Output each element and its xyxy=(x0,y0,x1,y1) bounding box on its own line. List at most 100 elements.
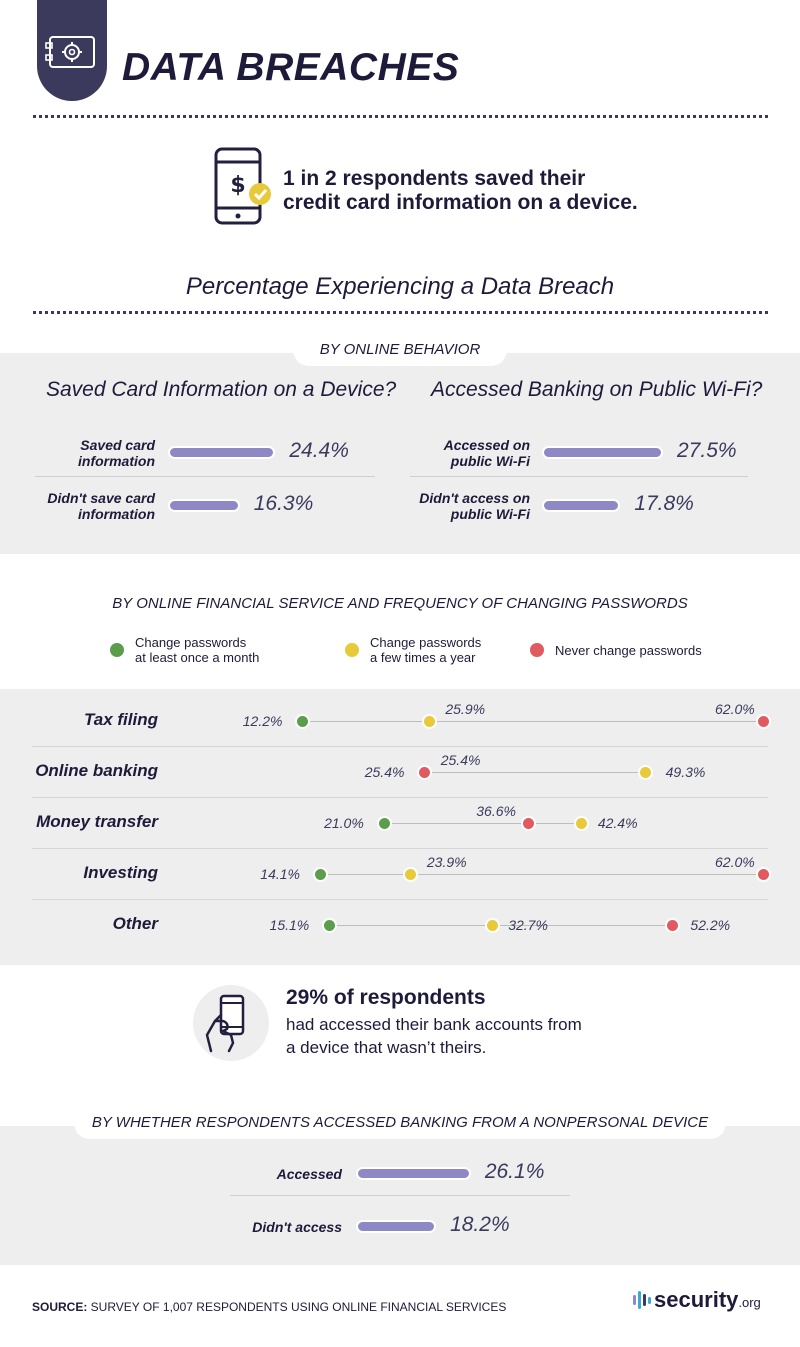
row-separator xyxy=(32,746,768,747)
bar-label-line: information xyxy=(78,506,155,522)
bar xyxy=(542,499,621,512)
data-point-label: 49.3% xyxy=(665,764,706,780)
source-label: SOURCE: xyxy=(32,1300,88,1314)
legend-swatch xyxy=(530,643,544,657)
stat-device-line2: a device that wasn’t theirs. xyxy=(286,1038,487,1057)
bar xyxy=(542,446,663,459)
bar xyxy=(356,1220,437,1233)
bar-label: Didn't access on public Wi-Fi xyxy=(370,490,530,522)
bar xyxy=(168,446,276,459)
range-line xyxy=(302,721,763,722)
divider xyxy=(33,115,768,118)
brand-logo[interactable]: security.org xyxy=(632,1287,761,1313)
bar-label-line: Didn't access xyxy=(252,1219,342,1235)
data-point-label: 52.2% xyxy=(690,917,731,933)
data-point-label: 32.7% xyxy=(508,917,548,933)
row-separator xyxy=(32,848,768,849)
bar-value-label: 16.3% xyxy=(253,492,314,515)
row-label: Tax filing xyxy=(84,710,158,729)
logo-main: security xyxy=(654,1287,739,1312)
data-point-label: 23.9% xyxy=(426,854,467,870)
data-point-label: 15.1% xyxy=(269,917,310,933)
bar-label-line: Didn't save card xyxy=(47,490,155,506)
data-point-label: 36.6% xyxy=(476,803,516,819)
data-point-label: 21.0% xyxy=(324,815,364,831)
legend-swatch xyxy=(110,643,124,657)
range-line xyxy=(424,772,646,773)
range-line xyxy=(320,874,763,875)
source-note: SOURCE: SURVEY OF 1,007 RESPONDENTS USIN… xyxy=(32,1300,506,1314)
row-separator xyxy=(410,476,748,477)
bar-label: Accessed on public Wi-Fi xyxy=(370,437,530,469)
logo-bars-icon xyxy=(633,1291,651,1309)
source-text: SURVEY OF 1,007 RESPONDENTS USING ONLINE… xyxy=(87,1300,507,1314)
group-pill-online-behavior: BY ONLINE BEHAVIOR xyxy=(293,334,507,366)
legend-label-line: Never change passwords xyxy=(555,643,702,658)
row-separator xyxy=(32,899,768,900)
hand-phone-icon xyxy=(205,994,245,1053)
data-point-label: 25.4% xyxy=(440,752,481,768)
phone-payment-icon: $ xyxy=(214,147,271,225)
hand-phone-circle xyxy=(193,985,269,1061)
bar-value-label: 24.4% xyxy=(289,439,349,462)
data-point xyxy=(403,866,419,882)
chart-title-saved-card: Saved Card Information on a Device? xyxy=(46,378,397,401)
data-point-label: 25.4% xyxy=(364,764,405,780)
data-point-label: 14.1% xyxy=(260,866,300,882)
vault-icon xyxy=(45,36,95,68)
data-point xyxy=(638,764,654,780)
bar-label-line: Accessed on xyxy=(443,437,530,453)
bar-value-label: 26.1% xyxy=(484,1160,545,1183)
bar-label-line: public Wi-Fi xyxy=(450,453,530,469)
legend-label-line: a few times a year xyxy=(370,650,476,665)
divider xyxy=(33,311,768,314)
svg-text:$: $ xyxy=(230,173,245,198)
data-point xyxy=(755,713,771,729)
chart-title-public-wifi: Accessed Banking on Public Wi-Fi? xyxy=(431,378,763,401)
bar-value-label: 18.2% xyxy=(450,1213,510,1236)
bar-label-line: information xyxy=(78,453,155,469)
legend-swatch xyxy=(345,643,359,657)
online-behavior-panel xyxy=(0,353,800,554)
stat-saved-line2: credit card information on a device. xyxy=(283,191,638,214)
data-point xyxy=(312,866,328,882)
data-point-label: 25.9% xyxy=(445,701,486,717)
legend-label: Change passwords at least once a month xyxy=(135,635,259,665)
data-point xyxy=(376,815,392,831)
row-label: Money transfer xyxy=(36,812,158,831)
data-point xyxy=(574,815,590,831)
data-point xyxy=(322,917,338,933)
row-separator xyxy=(35,476,375,477)
legend-label: Change passwords a few times a year xyxy=(370,635,481,665)
group-pill-password-frequency: BY ONLINE FINANCIAL SERVICE AND FREQUENC… xyxy=(93,588,707,620)
section-title: Percentage Experiencing a Data Breach xyxy=(185,273,615,300)
legend-label: Never change passwords xyxy=(555,643,702,658)
stat-device-line1: had accessed their bank accounts from xyxy=(286,1015,582,1034)
data-point xyxy=(484,917,500,933)
row-separator xyxy=(230,1195,570,1196)
row-label: Other xyxy=(112,914,158,933)
data-point xyxy=(417,764,433,780)
data-point xyxy=(520,815,536,831)
legend-label-line: at least once a month xyxy=(135,650,260,665)
stat-saved-line1: 1 in 2 respondents saved their xyxy=(283,167,586,190)
data-point xyxy=(664,917,680,933)
row-separator xyxy=(32,797,768,798)
stat-saved-card: 1 in 2 respondents saved their credit ca… xyxy=(283,167,683,215)
bar-label: Accessed xyxy=(182,1166,342,1182)
data-point-label: 62.0% xyxy=(715,854,755,870)
bar xyxy=(168,499,240,512)
legend-label-line: Change passwords xyxy=(370,635,482,650)
bar-value-label: 27.5% xyxy=(677,439,737,462)
range-line xyxy=(329,925,673,926)
range-line xyxy=(384,823,582,824)
bar-label-line: Saved card xyxy=(80,437,155,453)
data-point-label: 42.4% xyxy=(597,815,638,831)
bar-value-label: 17.8% xyxy=(634,492,694,515)
bar-label: Didn't access xyxy=(182,1219,342,1235)
group-pill-nonpersonal-device: BY WHETHER RESPONDENTS ACCESSED BANKING … xyxy=(74,1107,726,1139)
row-label: Investing xyxy=(83,863,158,882)
bar-label-line: Accessed xyxy=(276,1166,342,1182)
data-point-label: 12.2% xyxy=(242,713,283,729)
legend-label-line: Change passwords xyxy=(135,635,247,650)
